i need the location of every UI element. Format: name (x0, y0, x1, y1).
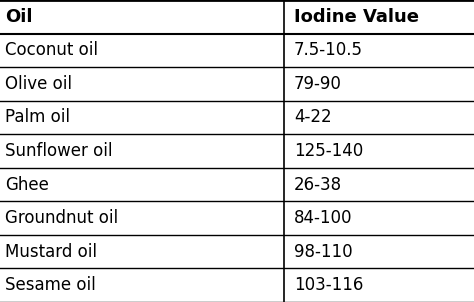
Text: Mustard oil: Mustard oil (5, 243, 97, 261)
Text: 125-140: 125-140 (294, 142, 363, 160)
Text: 84-100: 84-100 (294, 209, 352, 227)
Text: Groundnut oil: Groundnut oil (5, 209, 118, 227)
Text: Sunflower oil: Sunflower oil (5, 142, 112, 160)
Text: Sesame oil: Sesame oil (5, 276, 95, 294)
Text: Coconut oil: Coconut oil (5, 41, 98, 59)
Text: 103-116: 103-116 (294, 276, 363, 294)
Text: 98-110: 98-110 (294, 243, 353, 261)
Text: 26-38: 26-38 (294, 175, 342, 194)
Text: Oil: Oil (5, 8, 32, 26)
Text: 4-22: 4-22 (294, 108, 331, 127)
Text: 79-90: 79-90 (294, 75, 342, 93)
Text: 7.5-10.5: 7.5-10.5 (294, 41, 363, 59)
Text: Iodine Value: Iodine Value (294, 8, 419, 26)
Text: Ghee: Ghee (5, 175, 49, 194)
Text: Olive oil: Olive oil (5, 75, 72, 93)
Text: Palm oil: Palm oil (5, 108, 70, 127)
